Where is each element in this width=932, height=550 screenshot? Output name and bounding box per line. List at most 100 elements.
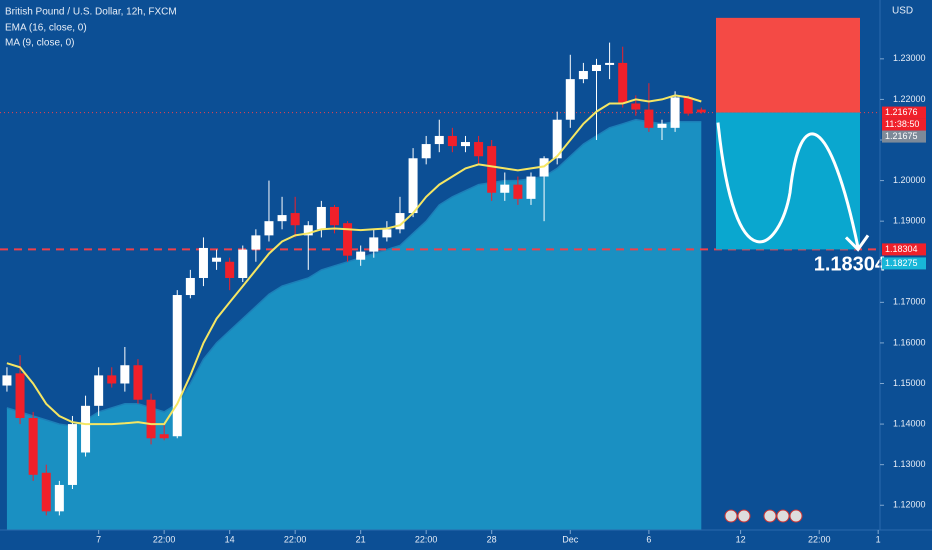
price-badge <box>882 243 926 256</box>
candle-body <box>343 223 353 256</box>
candle-body <box>41 472 51 512</box>
y-tick-label: 1.15000 <box>893 378 926 388</box>
candle-body <box>225 261 235 278</box>
forecast-arrow <box>716 122 870 252</box>
candle-body <box>683 97 693 114</box>
price-badge <box>882 257 926 270</box>
event-icon <box>763 509 777 523</box>
candle-body <box>395 213 405 230</box>
y-tick-label: 1.19000 <box>893 216 926 226</box>
candle-body <box>212 257 222 262</box>
x-tick-label: 6 <box>646 534 651 544</box>
event-icon <box>789 509 803 523</box>
candle-body <box>526 176 536 199</box>
candle-body <box>631 103 641 110</box>
ma-line <box>6 118 702 427</box>
candle-body <box>172 295 182 437</box>
event-icon <box>737 509 751 523</box>
price-badge-label: 1.21676 <box>885 107 918 117</box>
candle-body <box>356 251 366 260</box>
candle-body <box>447 135 457 147</box>
candle-body <box>133 365 143 400</box>
candle-body <box>369 237 379 252</box>
candle-body <box>303 225 313 236</box>
legend-entry: EMA (16, close, 0) <box>5 23 87 34</box>
stop-zone <box>716 17 860 113</box>
candle-body <box>251 235 261 250</box>
price-badge <box>882 130 926 143</box>
candle-body <box>15 373 25 418</box>
legend-entry: MA (9, close, 0) <box>5 38 74 49</box>
chart-title: British Pound / U.S. Dollar, 12h, FXCM <box>5 7 177 18</box>
candle-body <box>487 146 497 193</box>
candle-body <box>81 405 91 453</box>
countdown-badge <box>882 118 926 131</box>
x-tick-label: 12 <box>736 534 746 544</box>
price-badge-label: 1.18304 <box>885 244 918 254</box>
candle-body <box>277 215 287 222</box>
candle-body <box>94 375 104 406</box>
event-icons <box>724 509 803 523</box>
x-tick-label: 22:00 <box>808 534 831 544</box>
candle-body <box>474 142 484 157</box>
candle-body <box>434 135 444 145</box>
y-tick-label: 1.12000 <box>893 500 926 510</box>
x-tick-label: 22:00 <box>153 534 176 544</box>
candle-body <box>460 142 470 147</box>
x-tick-label: 22:00 <box>415 534 438 544</box>
y-tick-label: 1.13000 <box>893 459 926 469</box>
candle-body <box>107 375 117 384</box>
y-tick-label: 1.20000 <box>893 175 926 185</box>
candle-body <box>146 399 156 439</box>
candle-body <box>316 206 326 230</box>
candle-body <box>120 365 130 384</box>
candle-body <box>605 62 615 65</box>
y-tick-label: 1.16000 <box>893 337 926 347</box>
candle-body <box>185 277 195 296</box>
candle-body <box>500 184 510 193</box>
candle-body <box>408 158 418 214</box>
candle-body <box>54 484 64 512</box>
candle-body <box>421 144 431 159</box>
x-tick-label: 22:00 <box>284 534 307 544</box>
x-tick-label: Dec <box>562 534 579 544</box>
event-icon <box>724 509 738 523</box>
candle-body <box>513 184 523 199</box>
candle-body <box>198 247 208 278</box>
target-text: 1.18304 <box>814 254 887 276</box>
candle-body <box>565 79 575 120</box>
candle-body <box>159 434 169 439</box>
candle-body <box>696 109 706 113</box>
candle-body <box>2 375 12 386</box>
countdown-label: 11:38:50 <box>885 119 919 129</box>
candle-body <box>264 221 274 236</box>
candle-body <box>644 109 654 128</box>
target-zone <box>716 112 860 250</box>
candle-body <box>28 417 38 475</box>
candle-body <box>67 424 77 485</box>
candle-body <box>618 62 628 104</box>
x-tick-label: 14 <box>225 534 235 544</box>
candle-body <box>552 119 562 159</box>
y-tick-label: 1.17000 <box>893 297 926 307</box>
candle-body <box>329 206 339 226</box>
plot: 1.18304 <box>0 17 887 530</box>
y-tick-label: 1.22000 <box>893 94 926 104</box>
candle-body <box>591 64 601 72</box>
price-badge-label: 1.21675 <box>885 131 918 141</box>
candle-body <box>290 213 300 226</box>
x-tick-label: 28 <box>487 534 497 544</box>
currency: USD <box>892 6 913 17</box>
ema-line <box>6 94 702 426</box>
y-tick-label: 1.23000 <box>893 53 926 63</box>
candle-body <box>657 123 667 128</box>
x-tick-label: 1 <box>876 534 881 544</box>
event-icon <box>776 509 790 523</box>
price-badge <box>882 106 926 119</box>
y-tick-label: 1.14000 <box>893 418 926 428</box>
candle-body <box>578 71 588 80</box>
candle-body <box>382 229 392 238</box>
price-badge-label: 1.18275 <box>885 258 918 268</box>
